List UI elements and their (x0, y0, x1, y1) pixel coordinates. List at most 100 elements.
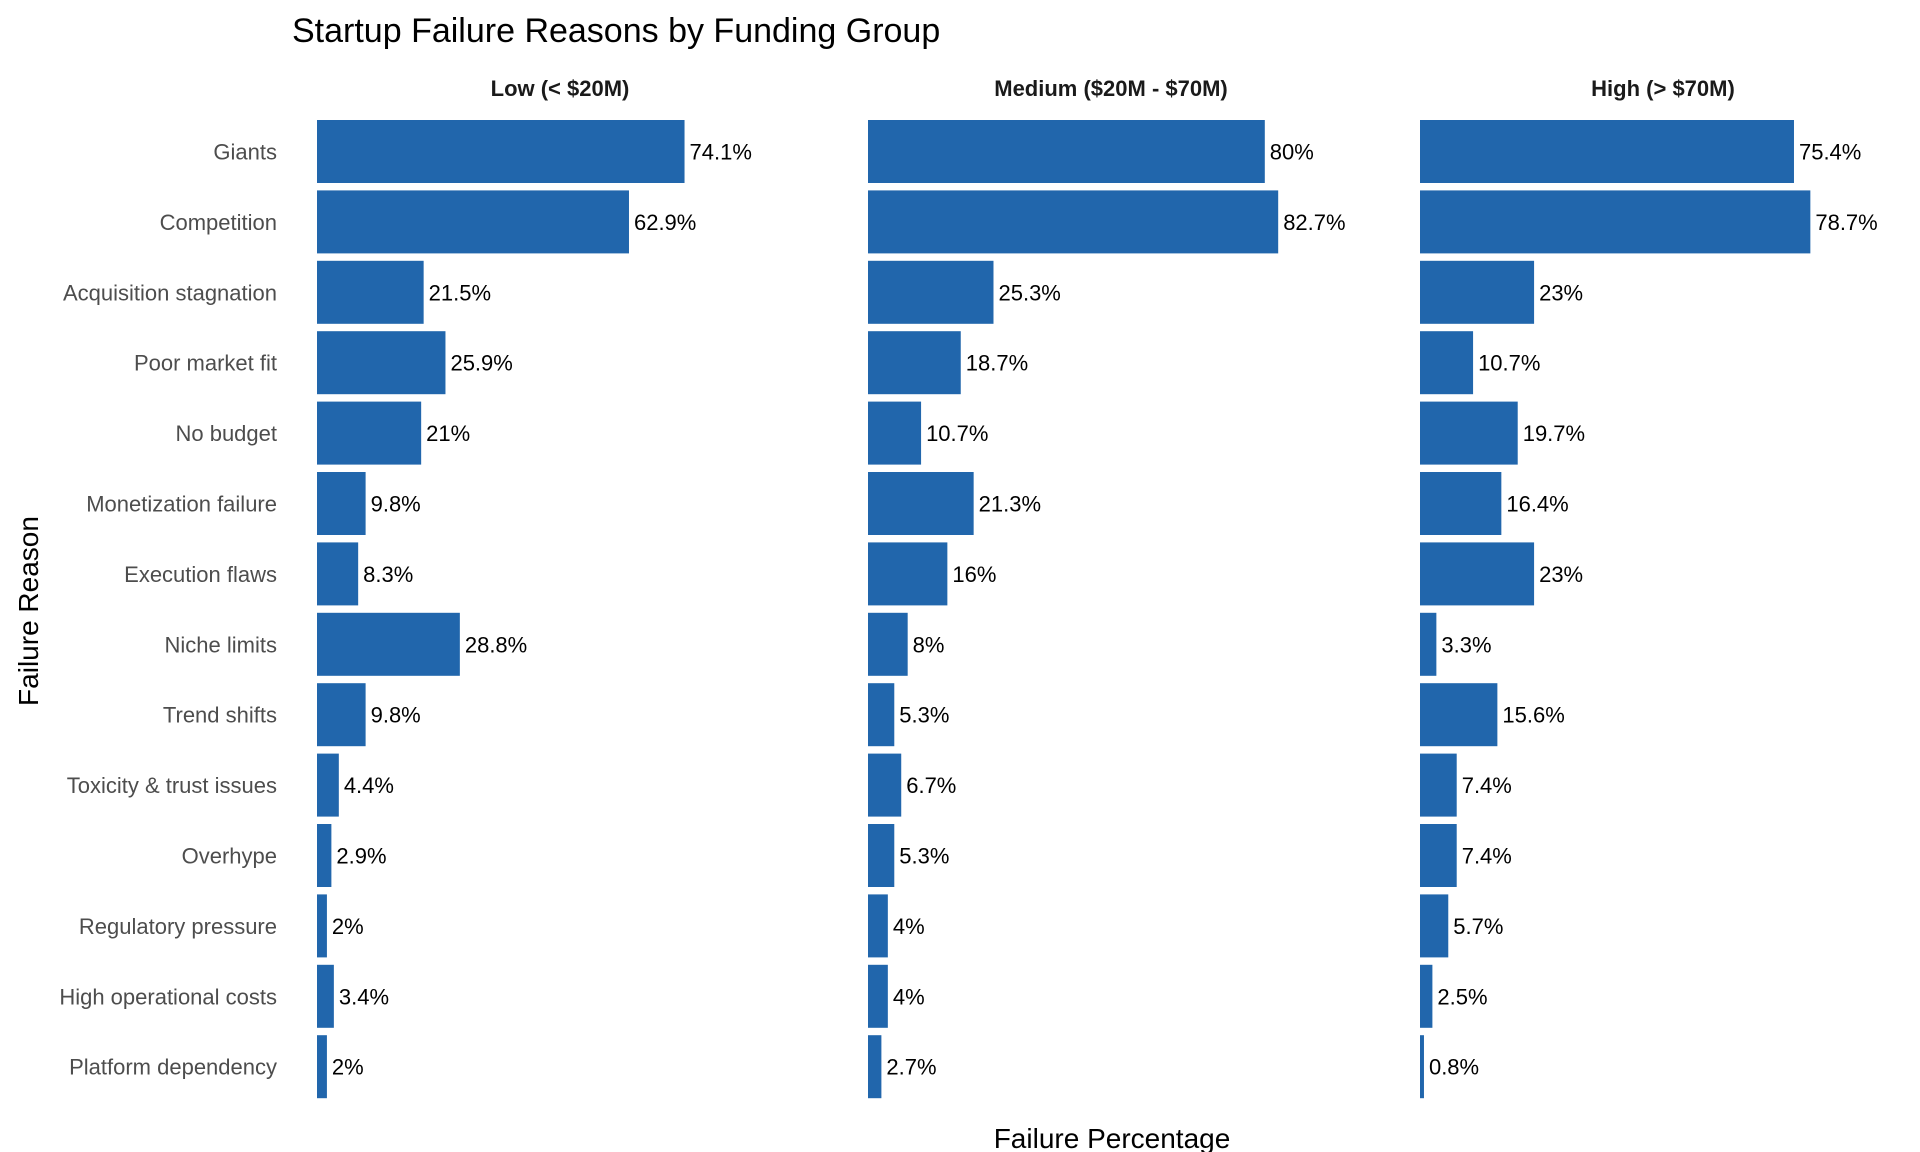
category-label-acquisition-stagnation: Acquisition stagnation (63, 280, 277, 305)
data-label-giants: 75.4% (1799, 140, 1861, 165)
bar-regulatory-pressure (868, 894, 888, 958)
data-label-competition: 78.7% (1815, 210, 1877, 235)
category-label-overhype: Overhype (182, 844, 277, 869)
bar-acquisition-stagnation (868, 260, 994, 324)
category-label-giants: Giants (213, 140, 277, 165)
bar-poor-market-fit (868, 331, 961, 395)
panel-title: High (> $70M) (1591, 76, 1735, 101)
bar-monetization-failure (1420, 472, 1502, 535)
data-label-competition: 82.7% (1283, 210, 1345, 235)
bar-giants (1420, 120, 1794, 183)
category-label-platform-dependency: Platform dependency (69, 1055, 277, 1080)
data-label-execution-flaws: 16% (952, 562, 996, 587)
data-label-monetization-failure: 21.3% (979, 492, 1041, 517)
bar-toxicity-trust-issues (868, 753, 902, 817)
data-label-regulatory-pressure: 4% (893, 914, 925, 939)
data-label-high-operational-costs: 3.4% (339, 984, 389, 1009)
bar-high-operational-costs (868, 964, 888, 1028)
bar-high-operational-costs (1420, 964, 1433, 1028)
data-label-toxicity-trust-issues: 4.4% (344, 773, 394, 798)
data-label-monetization-failure: 16.4% (1506, 492, 1568, 517)
data-label-trend-shifts: 15.6% (1502, 703, 1564, 728)
bar-platform-dependency (317, 1035, 327, 1099)
panel-medium-20m-70m: Medium ($20M - $70M) 80% 82.7% 25.3% 18.7% 10… (868, 76, 1346, 1099)
bar-overhype (1420, 824, 1457, 887)
data-label-execution-flaws: 8.3% (363, 562, 413, 587)
data-label-poor-market-fit: 25.9% (450, 351, 512, 376)
data-label-toxicity-trust-issues: 7.4% (1462, 773, 1512, 798)
data-label-competition: 62.9% (634, 210, 696, 235)
panel-high-70m: High (> $70M) 75.4% 78.7% 23% 10.7% 19.7% 16.4… (1420, 76, 1878, 1099)
bar-no-budget (317, 401, 422, 465)
bar-overhype (868, 824, 895, 887)
data-label-poor-market-fit: 10.7% (1478, 351, 1540, 376)
data-label-acquisition-stagnation: 23% (1539, 280, 1583, 305)
panel-title: Medium ($20M - $70M) (994, 76, 1228, 101)
data-label-monetization-failure: 9.8% (371, 492, 421, 517)
bar-competition (317, 190, 629, 254)
y-axis-title: Failure Reason (13, 516, 44, 706)
bar-trend-shifts (868, 683, 895, 747)
chart-title: Startup Failure Reasons by Funding Group (292, 12, 940, 50)
data-label-high-operational-costs: 2.5% (1437, 984, 1487, 1009)
category-label-niche-limits: Niche limits (165, 632, 277, 657)
data-label-trend-shifts: 9.8% (371, 703, 421, 728)
data-label-regulatory-pressure: 5.7% (1453, 914, 1503, 939)
data-label-overhype: 2.9% (336, 844, 386, 869)
panel-low-20m: Low (< $20M) 74.1% 62.9% 21.5% 25.9% 21% 9.8% 8… (317, 76, 752, 1099)
bar-execution-flaws (317, 542, 359, 606)
category-label-regulatory-pressure: Regulatory pressure (79, 914, 277, 939)
bar-trend-shifts (317, 683, 366, 747)
data-label-execution-flaws: 23% (1539, 562, 1583, 587)
bar-toxicity-trust-issues (317, 753, 339, 817)
category-label-poor-market-fit: Poor market fit (134, 351, 277, 376)
data-label-giants: 80% (1270, 140, 1314, 165)
data-label-no-budget: 10.7% (926, 421, 988, 446)
data-label-acquisition-stagnation: 21.5% (429, 280, 491, 305)
category-label-no-budget: No budget (175, 421, 277, 446)
bar-monetization-failure (868, 472, 974, 535)
bar-competition (1420, 190, 1811, 254)
category-label-high-operational-costs: High operational costs (59, 984, 277, 1009)
data-label-platform-dependency: 2% (332, 1055, 364, 1080)
data-label-no-budget: 21% (426, 421, 470, 446)
category-label-monetization-failure: Monetization failure (86, 492, 277, 517)
bar-poor-market-fit (317, 331, 446, 395)
bar-execution-flaws (868, 542, 948, 606)
data-label-toxicity-trust-issues: 6.7% (906, 773, 956, 798)
data-label-platform-dependency: 0.8% (1429, 1055, 1479, 1080)
data-label-niche-limits: 28.8% (465, 632, 527, 657)
data-label-regulatory-pressure: 2% (332, 914, 364, 939)
bar-regulatory-pressure (1420, 894, 1449, 958)
bar-execution-flaws (1420, 542, 1535, 606)
bar-giants (317, 120, 685, 183)
data-label-niche-limits: 8% (913, 632, 945, 657)
bar-giants (868, 120, 1265, 183)
data-label-overhype: 7.4% (1462, 844, 1512, 869)
bar-poor-market-fit (1420, 331, 1474, 395)
bar-niche-limits (868, 612, 908, 676)
bar-no-budget (1420, 401, 1518, 465)
data-label-no-budget: 19.7% (1523, 421, 1585, 446)
data-label-niche-limits: 3.3% (1441, 632, 1491, 657)
bar-niche-limits (317, 612, 460, 676)
x-axis-title: Failure Percentage (994, 1123, 1231, 1152)
data-label-high-operational-costs: 4% (893, 984, 925, 1009)
bar-platform-dependency (868, 1035, 882, 1099)
bar-niche-limits (1420, 612, 1437, 676)
bar-competition (868, 190, 1279, 254)
category-label-toxicity-trust-issues: Toxicity & trust issues (67, 773, 277, 798)
data-label-overhype: 5.3% (899, 844, 949, 869)
data-label-platform-dependency: 2.7% (886, 1055, 936, 1080)
bar-acquisition-stagnation (1420, 260, 1535, 324)
bar-high-operational-costs (317, 964, 334, 1028)
data-label-trend-shifts: 5.3% (899, 703, 949, 728)
bar-no-budget (868, 401, 922, 465)
chart-panels: Giants Competition Acquisition stagnation P… (59, 76, 1878, 1099)
data-label-giants: 74.1% (690, 140, 752, 165)
bar-toxicity-trust-issues (1420, 753, 1457, 817)
bar-trend-shifts (1420, 683, 1498, 747)
bar-regulatory-pressure (317, 894, 327, 958)
panel-title: Low (< $20M) (491, 76, 630, 101)
